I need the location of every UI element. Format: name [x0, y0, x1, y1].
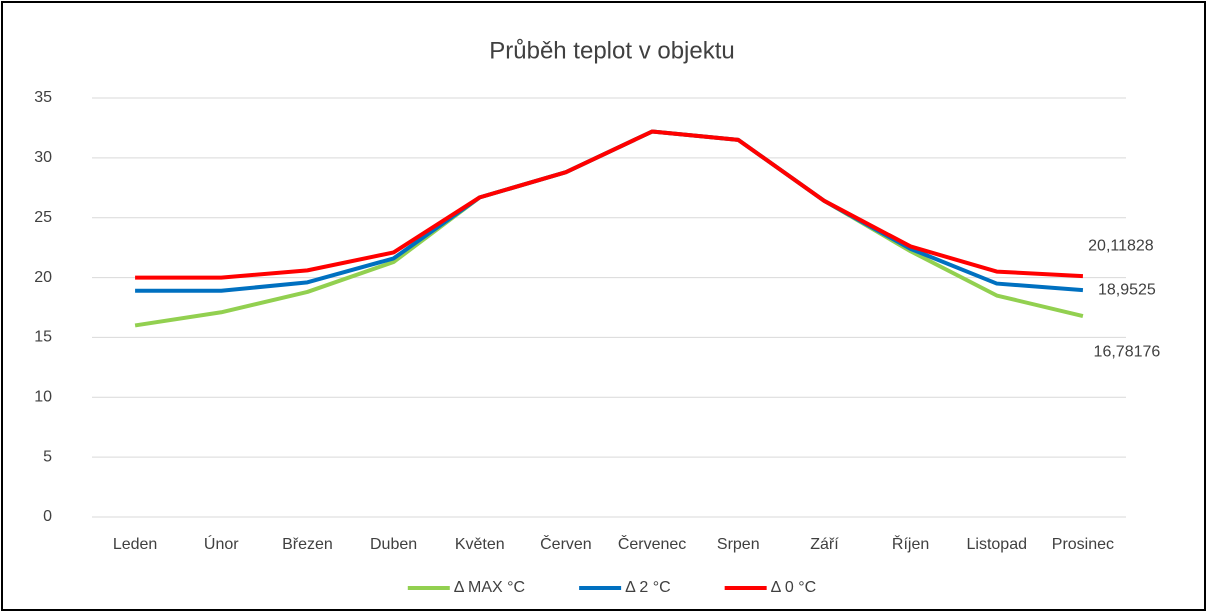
x-tick-label: Září — [810, 536, 839, 553]
x-tick-label: Prosinec — [1052, 536, 1114, 553]
data-label: 20,11828 — [1088, 237, 1154, 254]
x-tick-label: Červenec — [618, 534, 686, 553]
data-label: 18,9525 — [1098, 281, 1156, 298]
y-tick-label: 5 — [43, 448, 52, 465]
y-tick-label: 15 — [34, 329, 52, 346]
legend-label: Δ 0 °C — [771, 579, 817, 596]
legend-label: Δ 2 °C — [625, 579, 671, 596]
x-tick-label: Březen — [282, 536, 333, 553]
y-tick-label: 0 — [43, 508, 52, 525]
y-tick-label: 25 — [34, 209, 52, 226]
chart-title: Průběh teplot v objektu — [489, 37, 735, 64]
x-tick-label: Únor — [204, 534, 239, 553]
x-tick-label: Říjen — [892, 534, 929, 553]
y-tick-label: 20 — [34, 269, 52, 286]
x-tick-label: Duben — [370, 536, 417, 553]
x-tick-label: Srpen — [717, 536, 760, 553]
y-tick-label: 30 — [34, 149, 52, 166]
y-tick-label: 35 — [34, 89, 52, 106]
x-tick-label: Listopad — [967, 536, 1028, 553]
x-tick-label: Červen — [540, 534, 592, 553]
data-label: 16,78176 — [1094, 343, 1161, 360]
series-line — [135, 129, 1084, 280]
x-tick-label: Květen — [455, 536, 505, 553]
y-tick-label: 10 — [34, 389, 52, 406]
legend-label: Δ MAX °C — [454, 579, 525, 596]
x-tick-label: Leden — [113, 536, 158, 553]
